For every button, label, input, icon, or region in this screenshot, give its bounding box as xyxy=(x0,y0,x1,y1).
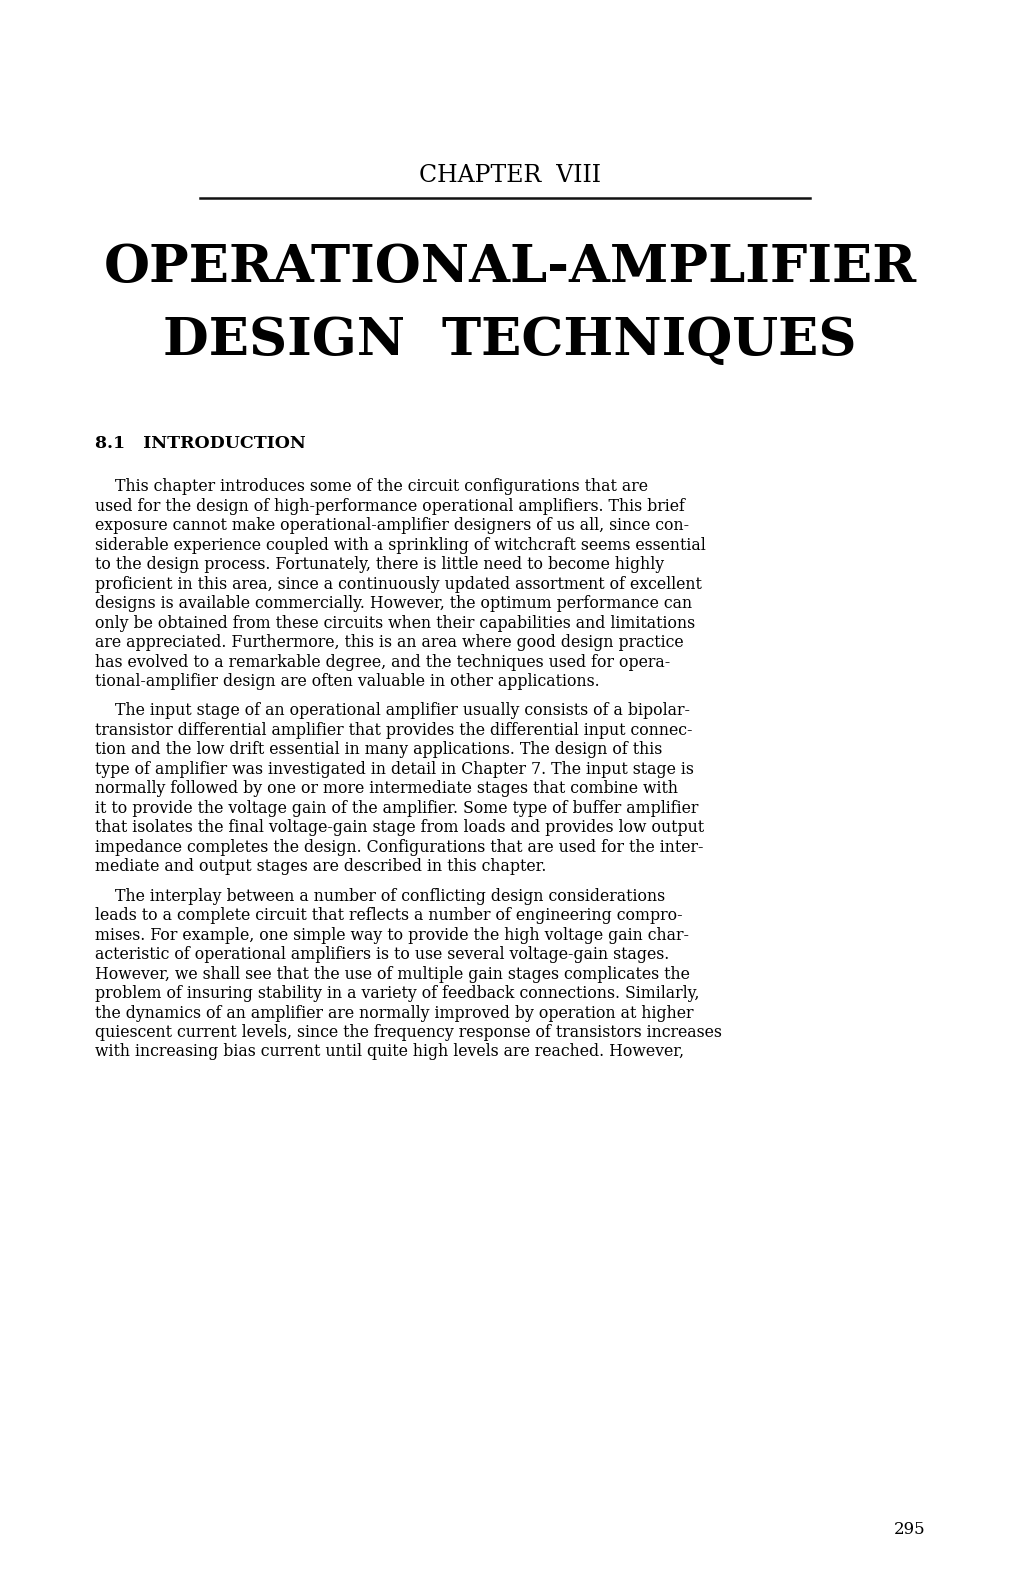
Text: has evolved to a remarkable degree, and the techniques used for opera-: has evolved to a remarkable degree, and … xyxy=(95,654,669,671)
Text: that isolates the final voltage-gain stage from loads and provides low output: that isolates the final voltage-gain sta… xyxy=(95,819,703,837)
Text: 295: 295 xyxy=(893,1522,924,1538)
Text: This chapter introduces some of the circuit configurations that are: This chapter introduces some of the circ… xyxy=(95,478,647,496)
Text: only be obtained from these circuits when their capabilities and limitations: only be obtained from these circuits whe… xyxy=(95,615,694,631)
Text: designs is available commercially. However, the optimum performance can: designs is available commercially. Howev… xyxy=(95,595,692,612)
Text: are appreciated. Furthermore, this is an area where good design practice: are appreciated. Furthermore, this is an… xyxy=(95,634,683,650)
Text: type of amplifier was investigated in detail in Chapter 7. The input stage is: type of amplifier was investigated in de… xyxy=(95,760,693,778)
Text: The input stage of an operational amplifier usually consists of a bipolar-: The input stage of an operational amplif… xyxy=(95,703,689,719)
Text: tional-amplifier design are often valuable in other applications.: tional-amplifier design are often valuab… xyxy=(95,673,599,690)
Text: exposure cannot make operational-amplifier designers of us all, since con-: exposure cannot make operational-amplifi… xyxy=(95,516,689,534)
Text: mediate and output stages are described in this chapter.: mediate and output stages are described … xyxy=(95,858,546,875)
Text: leads to a complete circuit that reflects a number of engineering compro-: leads to a complete circuit that reflect… xyxy=(95,907,682,925)
Text: siderable experience coupled with a sprinkling of witchcraft seems essential: siderable experience coupled with a spri… xyxy=(95,537,705,553)
Text: impedance completes the design. Configurations that are used for the inter-: impedance completes the design. Configur… xyxy=(95,838,703,856)
Text: proficient in this area, since a continuously updated assortment of excellent: proficient in this area, since a continu… xyxy=(95,575,701,593)
Text: quiescent current levels, since the frequency response of transistors increases: quiescent current levels, since the freq… xyxy=(95,1023,721,1041)
Text: problem of insuring stability in a variety of feedback connections. Similarly,: problem of insuring stability in a varie… xyxy=(95,985,699,1003)
Text: tion and the low drift essential in many applications. The design of this: tion and the low drift essential in many… xyxy=(95,741,661,759)
Text: used for the design of high-performance operational amplifiers. This brief: used for the design of high-performance … xyxy=(95,497,684,515)
Text: the dynamics of an amplifier are normally improved by operation at higher: the dynamics of an amplifier are normall… xyxy=(95,1004,693,1022)
Text: with increasing bias current until quite high levels are reached. However,: with increasing bias current until quite… xyxy=(95,1044,684,1060)
Text: The interplay between a number of conflicting design considerations: The interplay between a number of confli… xyxy=(95,888,664,904)
Text: OPERATIONAL-AMPLIFIER: OPERATIONAL-AMPLIFIER xyxy=(103,242,916,293)
Text: mises. For example, one simple way to provide the high voltage gain char-: mises. For example, one simple way to pr… xyxy=(95,926,688,944)
Text: acteristic of operational amplifiers is to use several voltage-gain stages.: acteristic of operational amplifiers is … xyxy=(95,945,668,963)
Text: DESIGN  TECHNIQUES: DESIGN TECHNIQUES xyxy=(163,314,856,365)
Text: 8.1   INTRODUCTION: 8.1 INTRODUCTION xyxy=(95,435,306,451)
Text: However, we shall see that the use of multiple gain stages complicates the: However, we shall see that the use of mu… xyxy=(95,966,689,982)
Text: normally followed by one or more intermediate stages that combine with: normally followed by one or more interme… xyxy=(95,779,678,797)
Text: transistor differential amplifier that provides the differential input connec-: transistor differential amplifier that p… xyxy=(95,722,692,738)
Text: to the design process. Fortunately, there is little need to become highly: to the design process. Fortunately, ther… xyxy=(95,556,663,572)
Text: it to provide the voltage gain of the amplifier. Some type of buffer amplifier: it to provide the voltage gain of the am… xyxy=(95,800,698,816)
Text: CHAPTER  VIII: CHAPTER VIII xyxy=(419,164,600,186)
